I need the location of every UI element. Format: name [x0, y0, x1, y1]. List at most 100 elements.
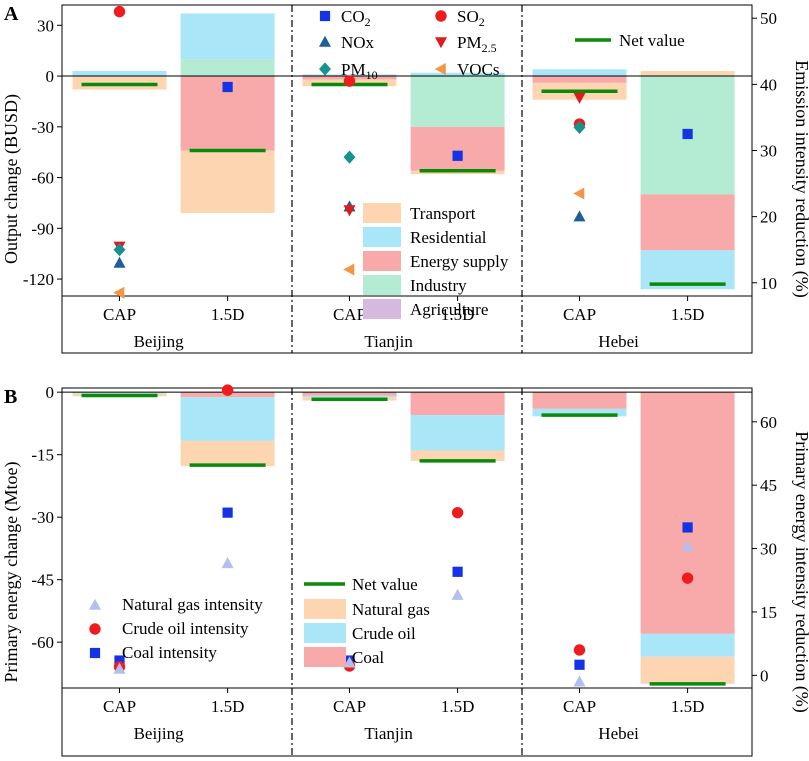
legend-swatch-energy-supply: [363, 251, 401, 271]
point-coal-intensity: [452, 566, 463, 577]
x-tick-label: 1.5D: [671, 697, 705, 716]
point-co2: [452, 150, 463, 161]
panel-B: 0 -15 -30 -45 -60 60 45 30 15 0 CAP 1.5D Beijing CAP 1…: [1, 383, 809, 757]
plot-frame: [61, 4, 753, 354]
x-tick-label: CAP: [103, 697, 136, 716]
y-right-tick-label: 0: [760, 666, 769, 685]
y-tick-label: -120: [23, 270, 54, 289]
bar-segment-residential: [180, 13, 275, 60]
legend-marker-natural-gas-intensity: [89, 598, 101, 610]
y-axis-title: Output change (BUSD): [1, 94, 22, 264]
label-sub: 2.5: [482, 41, 497, 55]
panel-label: B: [4, 386, 17, 408]
y-tick-label: -30: [31, 508, 54, 527]
point-coal-intensity: [114, 655, 125, 666]
bar-segment-energy-supply: [532, 76, 627, 83]
point-pm10: [343, 150, 356, 164]
label-main: CO: [341, 7, 365, 26]
label-main: PM: [457, 33, 482, 52]
y-right-tick-label: 10: [760, 274, 777, 293]
legend-sector-label: Coal: [352, 648, 384, 667]
legend-swatch-residential: [363, 227, 401, 247]
y-right-axis-title: Emission intensity reduction (%): [791, 60, 809, 297]
bar-segment-energy-supply: [640, 194, 735, 251]
bar-segment-residential: [302, 74, 397, 77]
point-co2: [682, 128, 693, 140]
x-tick-label: CAP: [333, 305, 366, 324]
point-pm10: [573, 120, 586, 134]
x-tick-label: 1.5D: [211, 697, 245, 716]
point-vocs: [573, 187, 585, 200]
legend-sector-label: Natural gas: [352, 600, 430, 619]
point-pm25: [573, 92, 586, 104]
legend-marker-so2: [435, 10, 447, 22]
legend-intensity-label: Natural gas intensity: [122, 595, 263, 614]
bar-segment-crude-oil: [410, 415, 505, 451]
y-tick-label: -15: [31, 446, 54, 465]
bar-segment-crude-oil: [640, 633, 735, 657]
point-pm10: [113, 243, 126, 257]
bar-segment-transport: [180, 150, 275, 214]
x-tick-label: 1.5D: [211, 305, 245, 324]
legend-net-label: Net value: [619, 31, 685, 50]
legend-sector-label: Energy supply: [410, 252, 509, 271]
bar-segment-energy-supply: [410, 126, 505, 171]
legend-marker-co2: [319, 10, 331, 22]
y-tick-label: 30: [37, 16, 54, 35]
legend-marker-pm10: [319, 62, 331, 76]
point-coal-intensity: [222, 507, 233, 518]
y-tick-label: -30: [31, 118, 54, 137]
point-natural-gas-intensity: [451, 588, 464, 600]
bar-segment-coal: [410, 392, 505, 416]
legend-sector-label: Crude oil: [352, 624, 416, 643]
y-right-tick-label: 15: [760, 603, 777, 622]
y-tick-label: 0: [46, 383, 55, 402]
point-natural-gas-intensity: [113, 662, 126, 674]
y-tick-label: 0: [46, 67, 55, 86]
bar-segment-crude-oil: [180, 397, 275, 441]
y-right-tick-label: 45: [760, 476, 777, 495]
y-right-tick-label: 40: [760, 75, 777, 94]
point-coal-intensity: [682, 522, 693, 533]
legend-label-so2: SO2: [457, 7, 485, 29]
bar-segment-coal: [532, 392, 627, 409]
point-crude-oil-intensity: [573, 644, 586, 656]
bar-segment-crude-oil: [72, 392, 167, 394]
bar-segment-crude-oil: [532, 408, 627, 417]
region-label: Beijing: [134, 724, 185, 743]
x-tick-label: CAP: [563, 697, 596, 716]
point-so2: [343, 75, 356, 87]
legend-swatch-coal: [304, 647, 346, 667]
legend-marker-vocs: [434, 63, 446, 75]
panel-label: A: [4, 3, 19, 25]
y-axis-title: Primary energy change (Mtoe): [1, 461, 22, 682]
label-sub: 2: [479, 15, 485, 29]
legend-marker-pm25: [435, 37, 447, 49]
x-tick-label: CAP: [563, 305, 596, 324]
point-natural-gas-intensity: [221, 557, 234, 569]
legend-marker-crude-oil-intensity: [89, 623, 101, 635]
legend-label-pm25: PM2.5: [457, 33, 497, 55]
label-main: NOx: [341, 33, 375, 52]
point-natural-gas-intensity: [681, 540, 694, 552]
bar-segment-industry: [180, 59, 275, 77]
bar-segment-coal: [640, 392, 735, 634]
label-sub: 2: [365, 15, 371, 29]
legend-label-nox: NOx: [341, 33, 375, 52]
legend-intensity-label: Crude oil intensity: [122, 619, 249, 638]
point-vocs: [113, 286, 125, 299]
point-crude-oil-intensity: [681, 572, 694, 584]
legend-label-vocs: VOCs: [457, 60, 500, 79]
x-tick-label: 1.5D: [441, 305, 475, 324]
legend-sector-label: Agriculture: [410, 300, 488, 319]
point-crude-oil-intensity: [451, 506, 464, 519]
y-right-tick-label: 30: [760, 540, 777, 559]
legend-sector-label: Industry: [410, 276, 467, 295]
bar-segment-residential: [72, 70, 167, 77]
region-label: Tianjin: [364, 332, 413, 351]
legend-sector-label: Residential: [410, 228, 487, 247]
legend-swatch-transport: [363, 203, 401, 223]
bar-segment-residential: [410, 72, 505, 77]
plot-frame: [61, 387, 753, 757]
